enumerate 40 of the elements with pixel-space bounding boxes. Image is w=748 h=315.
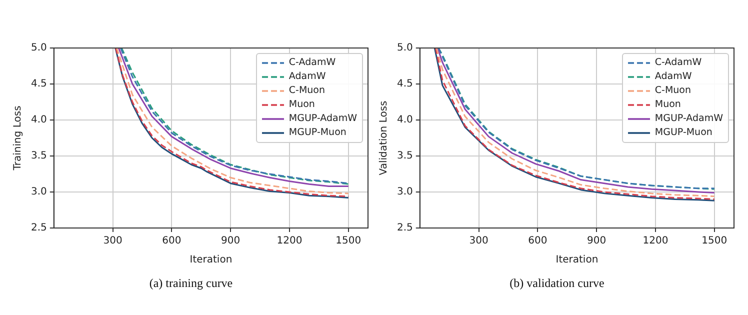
y-tick-label: 4.5	[30, 78, 47, 90]
y-tick-label: 3.0	[396, 186, 413, 198]
x-tick-label: 300	[469, 236, 488, 247]
x-tick-label: 900	[221, 236, 240, 247]
text: (b) validation curve	[508, 276, 606, 291]
y-axis-title: Validation Loss	[378, 100, 390, 176]
x-tick-label: 1200	[276, 236, 302, 247]
legend-label: C-AdamW	[288, 56, 336, 70]
legend-label: C-Muon	[654, 84, 692, 98]
y-tick-label: 4.0	[396, 114, 413, 126]
legend-label: MGUP-AdamW	[288, 112, 357, 126]
x-tick-label: 300	[103, 236, 122, 247]
y-tick-label: 3.5	[396, 150, 413, 162]
legend-label: MGUP-Muon	[654, 126, 712, 140]
x-tick-label: 1500	[702, 236, 728, 247]
legend-label: AdamW	[654, 70, 692, 84]
y-tick-label: 4.5	[396, 78, 413, 90]
x-axis-title: Iteration	[190, 254, 232, 266]
y-tick-label: 2.5	[30, 222, 47, 234]
legend-label: MGUP-AdamW	[654, 112, 723, 126]
x-tick-label: 1200	[642, 236, 668, 247]
text: (a) training curve	[148, 276, 234, 291]
legend-label: MGUP-Muon	[288, 126, 346, 140]
x-tick-label: 600	[162, 236, 182, 247]
y-tick-label: 5.0	[30, 42, 47, 54]
legend-label: Muon	[654, 98, 681, 112]
x-tick-label: 900	[587, 236, 606, 247]
y-tick-label: 4.0	[30, 114, 47, 126]
legend-label: C-AdamW	[654, 56, 702, 70]
x-axis-title: Iteration	[556, 254, 598, 266]
y-tick-label: 5.0	[396, 42, 413, 54]
x-tick-label: 600	[528, 236, 548, 247]
legend-label: AdamW	[288, 70, 326, 84]
y-tick-label: 3.5	[30, 150, 47, 162]
legend-label: Muon	[288, 98, 315, 112]
y-tick-label: 3.0	[30, 186, 47, 198]
y-tick-label: 2.5	[396, 222, 413, 234]
y-axis-title: Training Loss	[12, 106, 24, 172]
legend-label: C-Muon	[288, 84, 326, 98]
x-tick-label: 1500	[336, 236, 362, 247]
